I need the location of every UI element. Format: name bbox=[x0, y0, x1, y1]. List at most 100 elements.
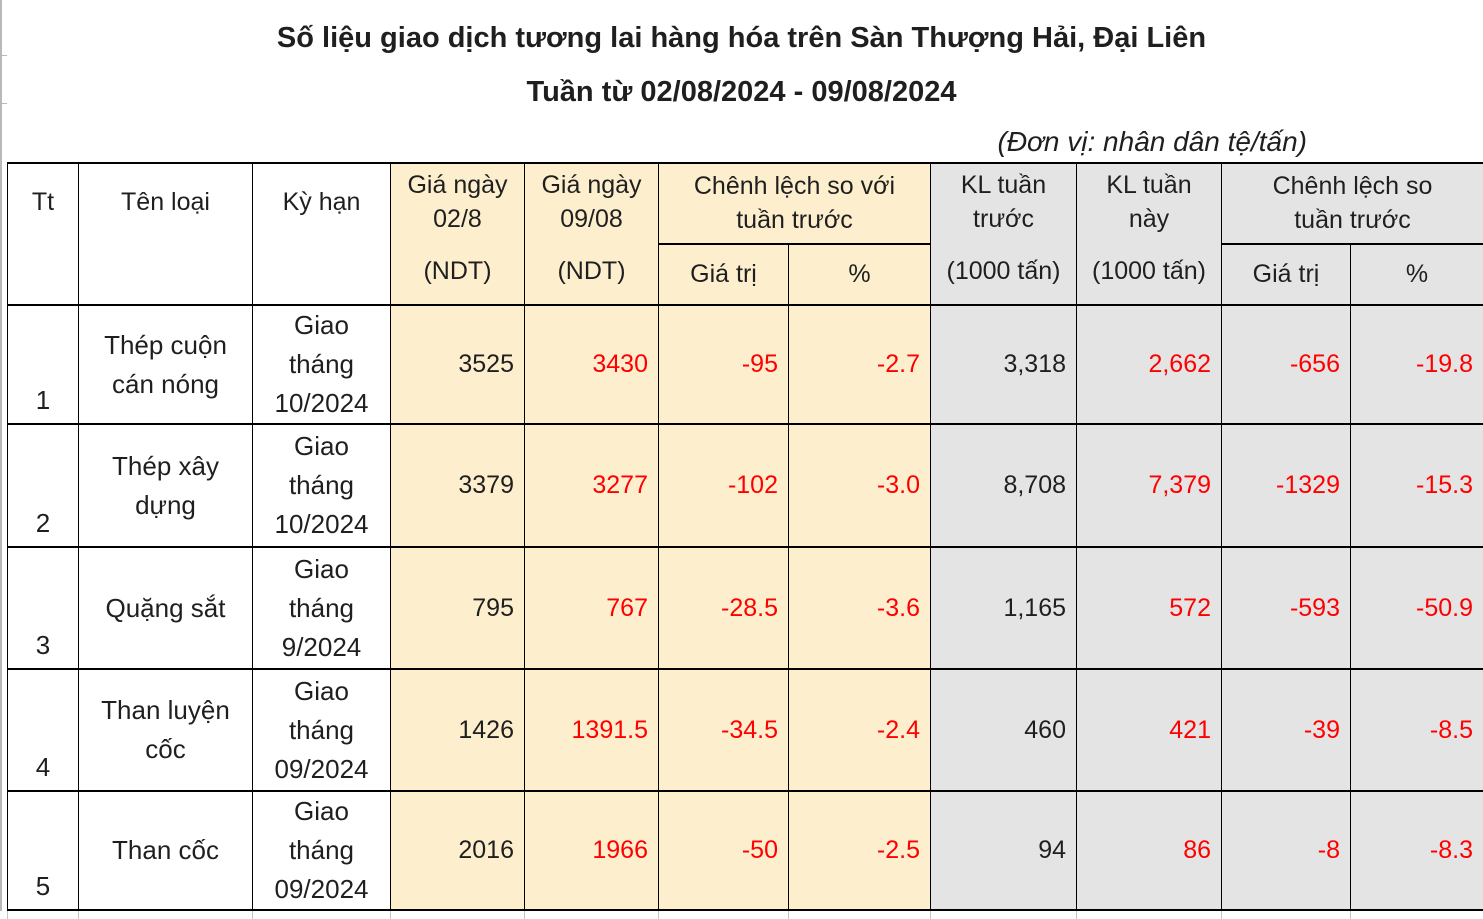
contract-term: Giao tháng 9/2024 bbox=[272, 550, 372, 667]
cell-vol-diff-pct: -50.9 bbox=[1351, 547, 1483, 669]
cell-name: Than cốc bbox=[79, 791, 253, 910]
cell-vol-this: 2,662 bbox=[1077, 305, 1222, 424]
contract-term: Giao tháng 10/2024 bbox=[272, 306, 372, 423]
cell-term: Giao tháng 10/2024 bbox=[253, 424, 391, 547]
cell-price-diff-value: -95 bbox=[659, 305, 789, 424]
header-row-top: Tt Tên loại Kỳ hạn Giá ngày 02/8 (NDT) G… bbox=[8, 163, 1483, 244]
cell-name: Thép cuộn cán nóng bbox=[79, 305, 253, 424]
table-row: 4 Than luyện cốc Giao tháng 09/2024 1426… bbox=[8, 669, 1483, 791]
table-row: 3 Quặng sắt Giao tháng 9/2024 795 767 -2… bbox=[8, 547, 1483, 669]
sheet-row-tick bbox=[0, 55, 7, 56]
subheader-price-diff-pct: % bbox=[789, 244, 931, 305]
futures-table: Tt Tên loại Kỳ hạn Giá ngày 02/8 (NDT) G… bbox=[7, 162, 1483, 911]
unit-note: (Đơn vị: nhân dân tệ/tấn) bbox=[0, 126, 1483, 158]
cell-price-diff-pct: -2.4 bbox=[789, 669, 931, 791]
cell-vol-diff-pct: -8.3 bbox=[1351, 791, 1483, 910]
contract-term: Giao tháng 10/2024 bbox=[272, 427, 372, 544]
col-header-price-0908: Giá ngày 09/08 (NDT) bbox=[525, 163, 659, 305]
col-header-name-label: Tên loại bbox=[121, 186, 210, 220]
cell-vol-diff-pct: -8.5 bbox=[1351, 669, 1483, 791]
cell-price-diff-pct: -3.6 bbox=[789, 547, 931, 669]
cell-vol-prev: 3,318 bbox=[931, 305, 1077, 424]
cell-price-0208: 3379 bbox=[391, 424, 525, 547]
cell-vol-prev: 94 bbox=[931, 791, 1077, 910]
cell-price-diff-pct: -2.5 bbox=[789, 791, 931, 910]
table-row: 5 Than cốc Giao tháng 09/2024 2016 1966 … bbox=[8, 791, 1483, 910]
cell-vol-this: 421 bbox=[1077, 669, 1222, 791]
cell-vol-diff-value: -8 bbox=[1222, 791, 1351, 910]
cell-price-diff-value: -102 bbox=[659, 424, 789, 547]
page-title: Số liệu giao dịch tương lai hàng hóa trê… bbox=[0, 22, 1483, 55]
cell-price-0908: 3430 bbox=[525, 305, 659, 424]
col-header-term-label: Kỳ hạn bbox=[283, 186, 361, 220]
cell-price-0208: 3525 bbox=[391, 305, 525, 424]
cell-name: Quặng sắt bbox=[79, 547, 253, 669]
cell-vol-this: 86 bbox=[1077, 791, 1222, 910]
cell-price-0908: 3277 bbox=[525, 424, 659, 547]
cell-vol-diff-pct: -15.3 bbox=[1351, 424, 1483, 547]
cell-price-0908: 1391.5 bbox=[525, 669, 659, 791]
cell-price-0908: 767 bbox=[525, 547, 659, 669]
col-header-price-0208: Giá ngày 02/8 (NDT) bbox=[391, 163, 525, 305]
cell-price-0908: 1966 bbox=[525, 791, 659, 910]
cell-vol-diff-value: -593 bbox=[1222, 547, 1351, 669]
cell-tt: 5 bbox=[8, 791, 79, 910]
col-header-price-diff-label: Chênh lệch so với tuần trước bbox=[687, 170, 902, 238]
commodity-name: Than luyện cốc bbox=[93, 691, 238, 769]
cell-vol-diff-value: -39 bbox=[1222, 669, 1351, 791]
cell-price-diff-pct: -3.0 bbox=[789, 424, 931, 547]
cell-price-0208: 1426 bbox=[391, 669, 525, 791]
sheet-left-gridline bbox=[0, 0, 2, 911]
cell-price-diff-value: -50 bbox=[659, 791, 789, 910]
col-header-vol-diff-group: Chênh lệch so tuần trước bbox=[1222, 163, 1483, 244]
cell-vol-prev: 1,165 bbox=[931, 547, 1077, 669]
commodity-name: Quặng sắt bbox=[106, 589, 226, 628]
sheet-row-tick bbox=[0, 103, 7, 104]
page-subtitle-week: Tuần từ 02/08/2024 - 09/08/2024 bbox=[0, 76, 1483, 109]
cell-tt: 3 bbox=[8, 547, 79, 669]
cell-vol-this: 7,379 bbox=[1077, 424, 1222, 547]
cell-term: Giao tháng 09/2024 bbox=[253, 791, 391, 910]
cell-price-diff-pct: -2.7 bbox=[789, 305, 931, 424]
cell-vol-this: 572 bbox=[1077, 547, 1222, 669]
cell-name: Thép xây dựng bbox=[79, 424, 253, 547]
cell-price-diff-value: -28.5 bbox=[659, 547, 789, 669]
col-header-price-0908-unit: (NDT) bbox=[557, 257, 625, 286]
cell-tt: 1 bbox=[8, 305, 79, 424]
col-header-price-0208-label: Giá ngày 02/8 bbox=[402, 169, 514, 237]
cell-vol-prev: 8,708 bbox=[931, 424, 1077, 547]
col-header-price-diff-group: Chênh lệch so với tuần trước bbox=[659, 163, 931, 244]
cutoff-next-row-gridlines bbox=[0, 911, 1483, 919]
col-header-vol-this: KL tuần này (1000 tấn) bbox=[1077, 163, 1222, 305]
col-header-tt: Tt bbox=[8, 163, 79, 305]
commodity-name: Than cốc bbox=[112, 831, 219, 870]
subheader-price-diff-value: Giá trị bbox=[659, 244, 789, 305]
table-row: 1 Thép cuộn cán nóng Giao tháng 10/2024 … bbox=[8, 305, 1483, 424]
title-block: Số liệu giao dịch tương lai hàng hóa trê… bbox=[0, 0, 1483, 109]
cell-vol-prev: 460 bbox=[931, 669, 1077, 791]
col-header-price-0908-label: Giá ngày 09/08 bbox=[536, 169, 648, 237]
col-header-price-0208-unit: (NDT) bbox=[423, 257, 491, 286]
col-header-vol-prev-unit: (1000 tấn) bbox=[947, 257, 1061, 286]
commodity-name: Thép cuộn cán nóng bbox=[93, 326, 238, 404]
col-header-vol-this-label: KL tuần này bbox=[1099, 169, 1199, 237]
subheader-vol-diff-value: Giá trị bbox=[1222, 244, 1351, 305]
cell-price-0208: 2016 bbox=[391, 791, 525, 910]
cell-tt: 4 bbox=[8, 669, 79, 791]
cell-price-0208: 795 bbox=[391, 547, 525, 669]
commodity-name: Thép xây dựng bbox=[93, 447, 238, 525]
cell-term: Giao tháng 09/2024 bbox=[253, 669, 391, 791]
subheader-vol-diff-pct: % bbox=[1351, 244, 1483, 305]
contract-term: Giao tháng 09/2024 bbox=[272, 792, 372, 909]
contract-term: Giao tháng 09/2024 bbox=[272, 672, 372, 789]
col-header-tt-label: Tt bbox=[32, 186, 54, 220]
cell-term: Giao tháng 10/2024 bbox=[253, 305, 391, 424]
col-header-vol-this-unit: (1000 tấn) bbox=[1092, 257, 1206, 286]
col-header-vol-diff-label: Chênh lệch so tuần trước bbox=[1260, 170, 1445, 238]
col-header-vol-prev: KL tuần trước (1000 tấn) bbox=[931, 163, 1077, 305]
cell-vol-diff-pct: -19.8 bbox=[1351, 305, 1483, 424]
col-header-term: Kỳ hạn bbox=[253, 163, 391, 305]
cell-name: Than luyện cốc bbox=[79, 669, 253, 791]
cell-tt: 2 bbox=[8, 424, 79, 547]
col-header-vol-prev-label: KL tuần trước bbox=[954, 169, 1054, 237]
